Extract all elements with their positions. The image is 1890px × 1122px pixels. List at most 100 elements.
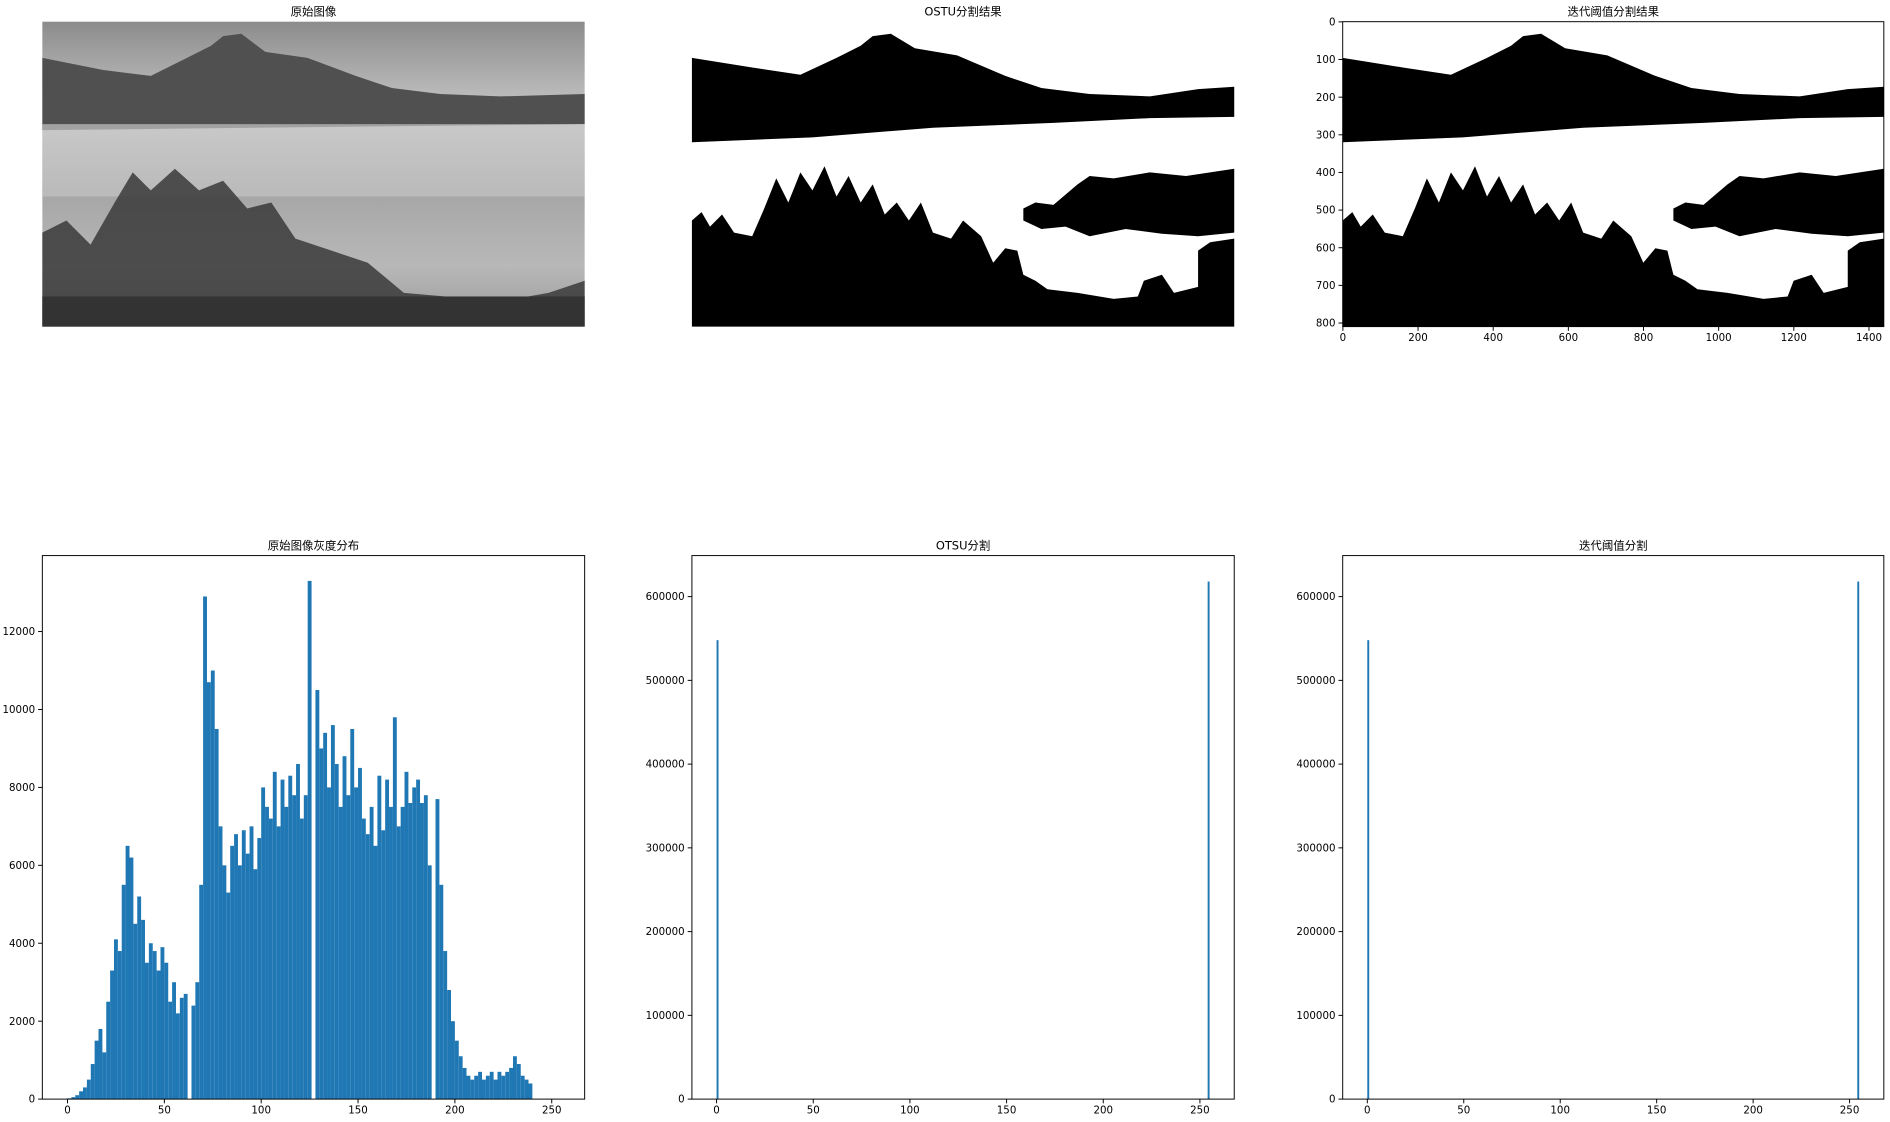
bar [210, 670, 215, 1100]
y-tick-label: 4000 [9, 938, 35, 950]
original-image [42, 21, 585, 327]
bar [117, 951, 122, 1100]
bar [241, 830, 246, 1100]
bar [1857, 581, 1860, 1100]
x-tick-label: 250 [1840, 1105, 1860, 1117]
bar [253, 869, 258, 1100]
x-tick-label: 200 [1408, 332, 1428, 344]
x-tick-label: 0 [64, 1105, 71, 1117]
x-tick-label: 100 [900, 1105, 920, 1117]
bar [164, 962, 169, 1100]
bar [439, 884, 444, 1100]
y-tick-label: 500000 [1296, 675, 1335, 687]
bar [501, 1075, 506, 1100]
bar [443, 951, 448, 1100]
bar [144, 962, 149, 1100]
bar [268, 818, 273, 1100]
iterative-image [1342, 21, 1884, 327]
y-tick-label: 600000 [646, 591, 685, 603]
bar [203, 596, 207, 1100]
bar [284, 806, 289, 1100]
bar [389, 806, 393, 1100]
x-tick-label: 200 [445, 1105, 465, 1117]
bar [420, 802, 424, 1100]
x-tick-label: 0 [1340, 332, 1347, 344]
bar [516, 1064, 521, 1100]
bar [156, 970, 161, 1100]
bar [458, 1056, 463, 1100]
x-tick-label: 100 [251, 1105, 271, 1117]
bar [307, 580, 312, 1100]
bar [71, 1097, 76, 1100]
bar [265, 806, 269, 1100]
bar [218, 826, 223, 1100]
bar [102, 1052, 107, 1100]
y-tick-label: 12000 [3, 626, 36, 638]
bar [319, 748, 324, 1100]
bar [716, 640, 719, 1100]
bar [79, 1091, 84, 1100]
bar [512, 1056, 517, 1100]
x-tick-label: 200 [1743, 1105, 1763, 1117]
y-tick-label: 200000 [646, 926, 685, 938]
bar [327, 787, 331, 1100]
bar [160, 947, 165, 1100]
bar [396, 826, 401, 1100]
bar [175, 1013, 180, 1100]
bar [303, 795, 308, 1100]
x-tick-label: 150 [997, 1105, 1017, 1117]
y-tick-label: 0 [1329, 1094, 1336, 1106]
bar [462, 1067, 467, 1100]
x-tick-label: 150 [348, 1105, 368, 1117]
bar [385, 779, 390, 1100]
bar [288, 775, 293, 1100]
bar [292, 795, 297, 1100]
bar [141, 919, 145, 1100]
bar [137, 896, 142, 1100]
bar [369, 806, 374, 1100]
bar [148, 943, 153, 1100]
bar [404, 771, 409, 1100]
bar [1367, 640, 1370, 1100]
bar [435, 799, 440, 1100]
bar [121, 884, 126, 1100]
bar [509, 1067, 513, 1100]
x-tick-label: 200 [1093, 1105, 1113, 1117]
bar [261, 787, 266, 1100]
bar [234, 834, 238, 1100]
bar [408, 802, 413, 1100]
x-tick-label: 0 [713, 1105, 720, 1117]
bar [172, 982, 176, 1100]
y-tick-label: 300 [1316, 129, 1336, 141]
x-tick-label: 0 [1364, 1105, 1371, 1117]
axes-frame [1342, 21, 1885, 328]
bar [315, 689, 320, 1100]
bar [206, 682, 211, 1100]
bar [83, 1087, 87, 1100]
bar [272, 771, 277, 1100]
bar [249, 826, 254, 1100]
y-tick-label: 800 [1316, 318, 1336, 330]
bar [330, 725, 335, 1100]
axes-title: 原始图像 [291, 5, 337, 19]
bar [358, 767, 362, 1100]
bar [245, 853, 250, 1100]
axes-title: 迭代阈值分割结果 [1568, 5, 1660, 19]
bar [427, 865, 432, 1100]
bar [230, 845, 235, 1100]
bar [195, 982, 200, 1100]
y-tick-label: 2000 [9, 1016, 35, 1028]
y-tick-label: 200000 [1296, 926, 1335, 938]
otsu-image [691, 21, 1235, 327]
bar [392, 717, 397, 1100]
bar [226, 892, 231, 1100]
y-tick-label: 10000 [3, 704, 36, 716]
bar [222, 865, 227, 1100]
axes-frame [1342, 555, 1885, 1100]
bar [451, 1021, 455, 1100]
x-tick-label: 100 [1550, 1105, 1570, 1117]
bar [485, 1075, 490, 1100]
bar [179, 997, 184, 1100]
bar [447, 990, 452, 1100]
y-tick-label: 0 [29, 1094, 36, 1106]
